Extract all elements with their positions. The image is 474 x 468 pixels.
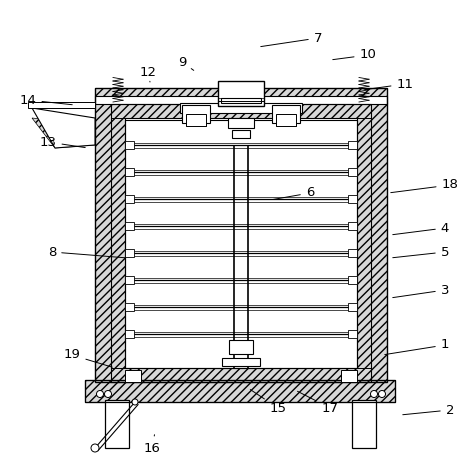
Circle shape (379, 390, 385, 397)
Text: 15: 15 (250, 389, 286, 415)
Bar (232, 130, 250, 138)
Bar (85, 380, 395, 402)
Bar (111, 104, 371, 118)
Text: 19: 19 (64, 349, 112, 367)
Bar (95, 88, 111, 382)
Bar (105, 400, 129, 448)
Text: 12: 12 (139, 66, 156, 82)
Bar (348, 141, 357, 149)
Bar (125, 118, 357, 368)
Text: 7: 7 (261, 31, 322, 47)
Bar (352, 400, 376, 448)
Bar (186, 114, 206, 126)
Bar (95, 88, 387, 104)
Bar (221, 98, 261, 103)
Bar (180, 103, 302, 113)
Bar (218, 81, 264, 106)
Bar (125, 222, 134, 230)
Text: 11: 11 (365, 78, 413, 90)
Bar (111, 368, 371, 382)
Bar (348, 168, 357, 176)
Bar (125, 168, 134, 176)
Bar (125, 370, 141, 382)
Text: 18: 18 (391, 178, 458, 193)
Text: 4: 4 (393, 221, 449, 234)
Text: 17: 17 (298, 391, 338, 415)
Text: 3: 3 (393, 284, 449, 298)
Circle shape (371, 390, 377, 397)
Text: 9: 9 (178, 56, 194, 70)
Text: 13: 13 (39, 136, 85, 148)
Bar (348, 303, 357, 311)
Bar (371, 88, 387, 382)
Bar (111, 104, 125, 382)
Bar (348, 249, 357, 257)
Text: 16: 16 (144, 435, 160, 454)
Bar (341, 370, 357, 382)
Bar (111, 104, 371, 382)
Bar (85, 380, 395, 402)
Bar (125, 303, 134, 311)
Circle shape (104, 390, 111, 397)
Bar (125, 249, 134, 257)
Circle shape (97, 390, 103, 397)
Bar (95, 88, 387, 382)
Text: 8: 8 (48, 246, 125, 258)
Bar (276, 114, 296, 126)
Bar (272, 105, 300, 123)
Bar (348, 195, 357, 203)
Text: 6: 6 (273, 187, 314, 199)
Bar (222, 358, 260, 366)
Circle shape (132, 399, 138, 405)
Text: 14: 14 (19, 94, 72, 107)
Text: 10: 10 (333, 49, 376, 61)
Text: 2: 2 (403, 403, 454, 417)
Bar (228, 118, 254, 128)
Bar (348, 276, 357, 284)
Circle shape (91, 444, 99, 452)
Bar (125, 120, 357, 368)
Bar (125, 276, 134, 284)
Bar (229, 340, 253, 354)
Bar (182, 105, 210, 123)
Bar (95, 96, 387, 104)
Polygon shape (32, 118, 95, 148)
Bar (125, 330, 134, 338)
Polygon shape (32, 108, 95, 148)
Bar (125, 141, 134, 149)
Bar (348, 330, 357, 338)
Text: 1: 1 (385, 338, 449, 355)
Bar (28, 102, 95, 108)
Bar (125, 195, 134, 203)
Text: 5: 5 (393, 246, 449, 258)
Bar (348, 222, 357, 230)
Bar (357, 104, 371, 382)
